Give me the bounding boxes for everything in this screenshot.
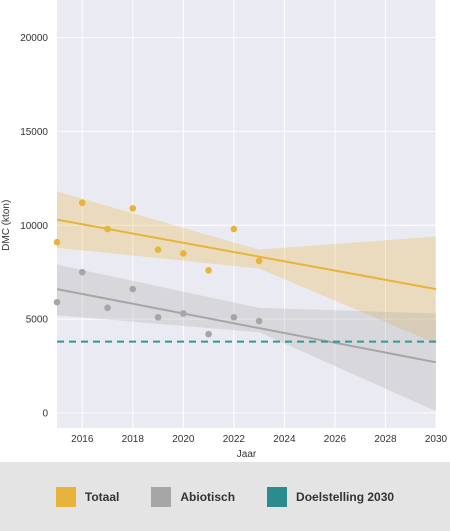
- data-point-totaal: [205, 267, 212, 274]
- point-layer: [53, 199, 263, 338]
- x-tick-label: 2024: [273, 434, 296, 445]
- y-tick-label: 10000: [20, 221, 48, 232]
- legend: Totaal Abiotisch Doelstelling 2030: [0, 462, 450, 531]
- legend-label-doelstelling: Doelstelling 2030: [296, 489, 395, 504]
- y-axis-label: DMC (kton): [1, 200, 12, 251]
- trend-line-abiotisch: [56, 288, 437, 364]
- data-point-abiotisch: [154, 313, 162, 321]
- data-point-totaal: [129, 205, 137, 212]
- x-tick-label: 2020: [172, 434, 195, 445]
- plot-background: [57, 0, 436, 428]
- legend-label-totaal: Totaal: [84, 489, 120, 504]
- chart-area: 2016 2018 2020 2022 2024 2026 2028 2030 0 5000 100…: [1, 0, 448, 460]
- data-point-totaal: [53, 238, 61, 246]
- legend-swatch-doelstelling: [267, 486, 288, 507]
- data-point-abiotisch: [205, 330, 212, 338]
- data-point-abiotisch: [78, 268, 86, 276]
- legend-item-totaal: Totaal: [55, 486, 120, 507]
- line-layer: [56, 218, 437, 364]
- data-point-totaal: [180, 250, 187, 257]
- data-point-totaal: [255, 257, 263, 265]
- data-point-abiotisch: [255, 317, 263, 325]
- y-tick-label: 0: [42, 408, 48, 419]
- data-point-abiotisch: [53, 298, 61, 306]
- legend-item-abiotisch: Abiotisch: [151, 486, 236, 507]
- band-layer: [57, 191, 436, 412]
- y-tick-label: 5000: [26, 315, 49, 326]
- x-tick-label: 2018: [122, 434, 145, 445]
- legend-item-doelstelling: Doelstelling 2030: [267, 486, 395, 507]
- x-tick-label: 2028: [374, 434, 397, 445]
- y-tick-label: 15000: [20, 127, 48, 138]
- confidence-band-totaal: [57, 191, 436, 344]
- data-point-abiotisch: [180, 310, 187, 317]
- legend-swatch-totaal: [55, 486, 76, 507]
- data-point-abiotisch: [129, 285, 137, 293]
- x-tick-label: 2026: [324, 434, 347, 445]
- data-point-totaal: [78, 199, 86, 207]
- data-point-abiotisch: [230, 313, 238, 321]
- x-axis-label: Jaar: [237, 449, 257, 460]
- chart-svg: 2016 2018 2020 2022 2024 2026 2028 2030 0 5000 100…: [1, 0, 448, 460]
- y-tick-label: 20000: [20, 33, 48, 44]
- data-point-abiotisch: [104, 304, 111, 312]
- x-tick-label: 2022: [223, 434, 246, 445]
- trend-line-totaal: [56, 218, 437, 291]
- data-point-totaal: [154, 246, 162, 253]
- grid-layer: [57, 0, 437, 428]
- data-point-totaal: [104, 225, 111, 233]
- x-tick-label: 2016: [71, 434, 94, 445]
- x-tick-label: 2030: [425, 434, 448, 445]
- legend-swatch-abiotisch: [151, 486, 172, 507]
- confidence-band-abiotisch: [57, 264, 436, 412]
- data-point-totaal: [230, 225, 238, 233]
- tick-layer: 2016 2018 2020 2022 2024 2026 2028 2030 0 5000 100…: [20, 33, 447, 445]
- legend-label-abiotisch: Abiotisch: [180, 489, 236, 504]
